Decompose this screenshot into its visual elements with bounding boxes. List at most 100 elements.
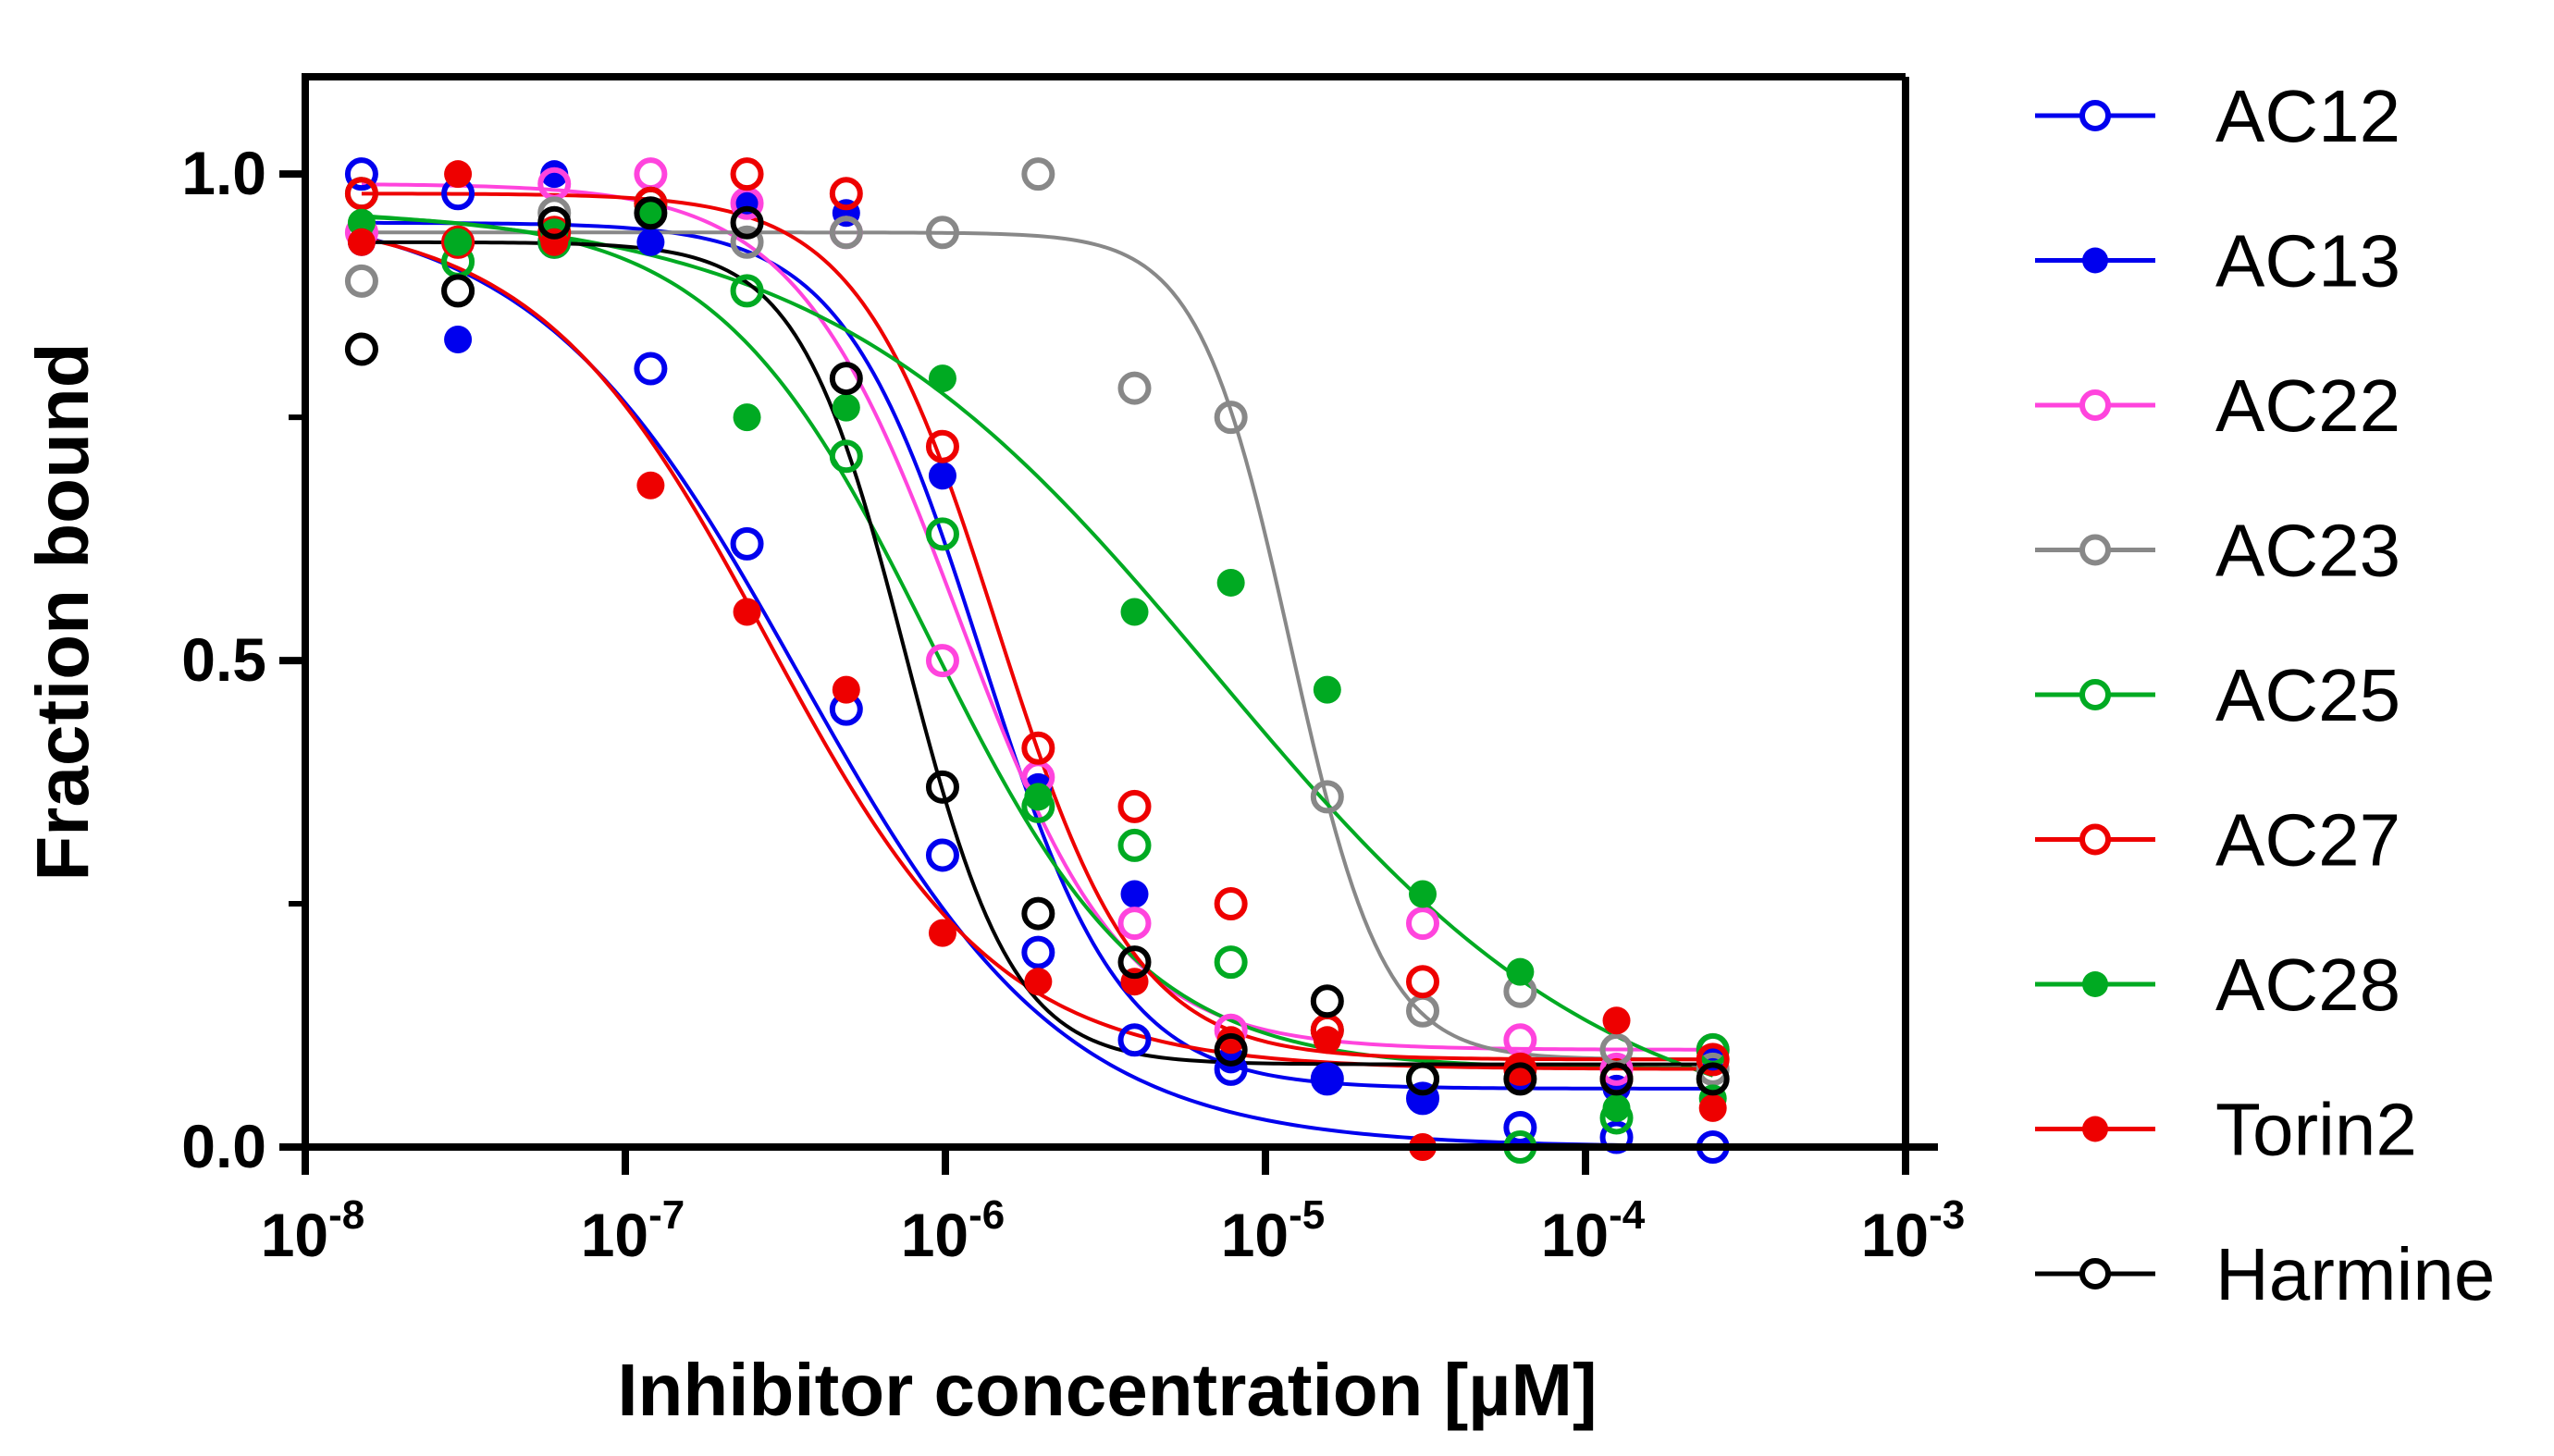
point-ac28: [347, 208, 376, 237]
legend: AC12 AC13 AC22 AC23 AC25 AC27 AC28 Torin2 Harmin…: [2035, 75, 2495, 1315]
legend-marker: [2079, 100, 2111, 131]
point-torin2: [1506, 1055, 1535, 1083]
point-ac13: [444, 325, 473, 353]
point-ac27: [925, 429, 959, 463]
point-ac13: [928, 462, 956, 490]
legend-item-ac13: AC13: [2035, 220, 2400, 302]
legend-marker: [2082, 971, 2108, 997]
legend-marker: [2079, 389, 2111, 421]
point-ac23: [1310, 780, 1344, 814]
legend-item-ac22: AC22: [2035, 364, 2400, 447]
point-harmine: [1503, 1062, 1537, 1096]
y-tick-label: 0.5: [181, 625, 266, 694]
point-ac27: [1021, 731, 1055, 765]
point-ac27: [1406, 965, 1440, 999]
point-ac28: [1120, 598, 1149, 626]
point-ac13: [636, 228, 665, 256]
point-ac28: [1409, 880, 1437, 908]
point-ac23: [829, 216, 863, 250]
point-harmine: [1599, 1062, 1634, 1096]
legend-marker: [2079, 823, 2111, 856]
point-ac27: [344, 177, 378, 211]
point-torin2: [1024, 968, 1053, 996]
legend-marker: [2082, 247, 2108, 274]
legend-item-torin2: Torin2: [2035, 1089, 2417, 1171]
point-ac13: [1216, 1045, 1245, 1074]
point-torin2: [444, 160, 473, 189]
legend-label: AC13: [2215, 220, 2400, 302]
legend-label: AC25: [2215, 654, 2400, 736]
point-ac23: [1599, 1032, 1634, 1067]
point-ac22: [925, 644, 959, 678]
legend-item-ac12: AC12: [2035, 75, 2400, 157]
point-ac28: [444, 228, 473, 256]
y-axis-title: Fraction bound: [21, 342, 104, 881]
point-ac23: [344, 264, 378, 298]
x-axis-title: Inhibitor concentration [µM]: [617, 1349, 1597, 1431]
x-tick-label: 10-8: [261, 1192, 365, 1269]
x-tick-label: 10-6: [901, 1192, 1006, 1269]
fit-curve-ac23: [361, 230, 1713, 1062]
point-harmine: [925, 770, 959, 804]
point-ac28: [1216, 568, 1245, 597]
legend-item-ac25: AC25: [2035, 654, 2400, 736]
point-ac25: [1117, 828, 1152, 862]
point-harmine: [537, 205, 572, 240]
point-ac28: [1602, 1093, 1631, 1122]
point-ac12: [1021, 935, 1055, 969]
point-ac27: [1117, 789, 1152, 823]
point-ac28: [1024, 783, 1053, 811]
point-torin2: [636, 471, 665, 500]
point-ac13: [1313, 1065, 1341, 1093]
point-harmine: [344, 332, 378, 366]
x-tick-label: 10-7: [581, 1192, 685, 1269]
legend-label: Torin2: [2215, 1089, 2417, 1171]
point-ac27: [730, 157, 764, 191]
legend-marker: [2079, 534, 2111, 566]
legend-label: AC27: [2215, 799, 2400, 882]
point-ac22: [1117, 907, 1152, 941]
point-ac25: [925, 517, 959, 551]
point-ac22: [634, 157, 668, 191]
point-ac23: [1117, 371, 1152, 405]
point-ac12: [1503, 1110, 1537, 1144]
point-ac23: [730, 225, 764, 259]
x-tick-label: 10-3: [1861, 1192, 1966, 1269]
point-ac12: [344, 157, 378, 191]
point-ac28: [832, 393, 860, 422]
point-ac23: [1021, 157, 1055, 191]
point-ac13: [1120, 880, 1149, 908]
point-ac28: [636, 199, 665, 228]
point-ac27: [1214, 887, 1248, 921]
point-ac23: [1406, 993, 1440, 1028]
point-ac27: [1696, 1043, 1730, 1077]
axes: 0.0 0.5 1.0 10-8 10-7 10-6 10-5 10-4 10-3 Inhibit…: [21, 73, 1965, 1431]
point-ac22: [1503, 1023, 1537, 1057]
point-torin2: [347, 228, 376, 256]
point-ac27: [829, 177, 863, 211]
point-ac23: [1214, 401, 1248, 435]
legend-label: AC22: [2215, 364, 2400, 447]
point-torin2: [928, 919, 956, 947]
data-points: [344, 157, 1730, 1164]
point-ac22: [537, 167, 572, 201]
point-ac25: [1214, 945, 1248, 980]
point-ac22: [1406, 907, 1440, 941]
legend-item-ac23: AC23: [2035, 510, 2400, 592]
legend-marker: [2079, 679, 2111, 710]
y-tick-label: 0.0: [181, 1112, 266, 1180]
point-ac25: [730, 274, 764, 308]
legend-item-harmine: Harmine: [2035, 1233, 2495, 1315]
point-torin2: [733, 598, 761, 626]
y-tick-label: 1.0: [181, 139, 266, 207]
point-harmine: [441, 274, 475, 308]
fit-curve-ac27: [361, 191, 1713, 1062]
point-torin2: [1698, 1093, 1727, 1122]
point-ac25: [829, 439, 863, 474]
point-ac12: [730, 526, 764, 561]
point-harmine: [1406, 1062, 1440, 1096]
legend-label: AC28: [2215, 944, 2400, 1026]
x-tick-label: 10-5: [1221, 1192, 1326, 1269]
point-torin2: [1313, 1026, 1341, 1055]
